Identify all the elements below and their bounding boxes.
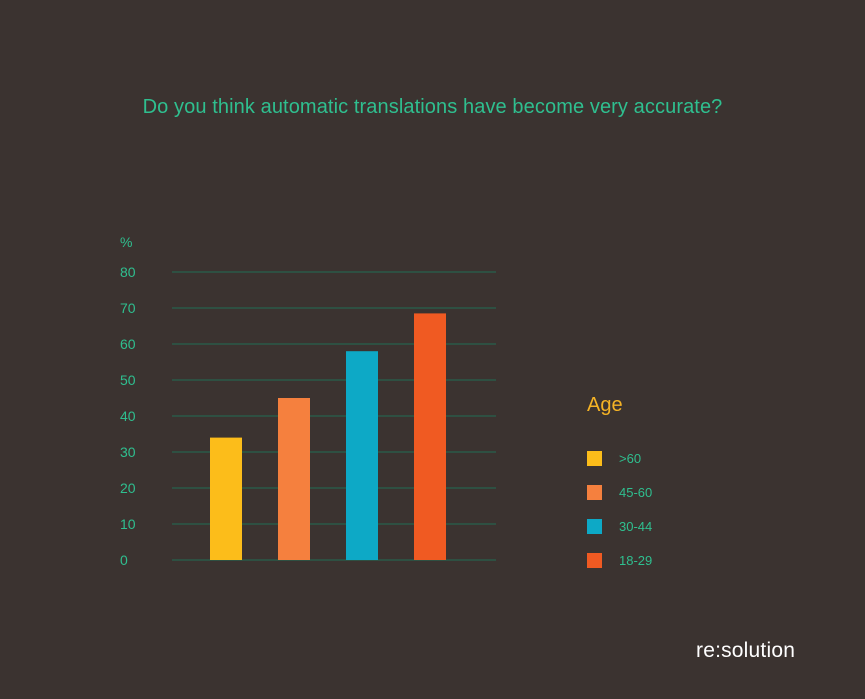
- y-tick-label: 40: [120, 408, 136, 424]
- y-tick-label: 70: [120, 300, 136, 316]
- bar-45-60: [278, 398, 310, 560]
- y-tick-label: 0: [120, 552, 128, 568]
- y-tick-label: 80: [120, 264, 136, 280]
- legend-items: >60 45-60 30-44 18-29: [587, 441, 787, 577]
- y-axis-label: %: [120, 234, 132, 250]
- y-tick-label: 10: [120, 516, 136, 532]
- bar-18-29: [414, 313, 446, 560]
- y-tick-label: 20: [120, 480, 136, 496]
- y-tick-label: 30: [120, 444, 136, 460]
- brand-logo: re:solution: [696, 639, 796, 662]
- y-tick-labels: 0 10 20 30 40 50 60 70 80: [120, 264, 136, 568]
- legend-title: Age: [587, 394, 623, 416]
- legend: Age >60 45-60 30-44 18-29: [587, 394, 787, 577]
- legend-swatch: [587, 450, 602, 466]
- legend-item: 18-29: [587, 543, 787, 577]
- legend-item: 30-44: [587, 509, 787, 543]
- legend-swatch: [587, 518, 602, 534]
- legend-item: 45-60: [587, 475, 787, 509]
- legend-label: >60: [619, 450, 642, 466]
- legend-label: 45-60: [619, 484, 653, 500]
- legend-label: 18-29: [619, 552, 653, 568]
- legend-label: 30-44: [619, 518, 653, 534]
- bars: [210, 313, 446, 560]
- legend-swatch: [587, 552, 602, 568]
- legend-item: >60: [587, 441, 787, 475]
- y-tick-label: 50: [120, 372, 136, 388]
- chart-title: Do you think automatic translations have…: [142, 96, 723, 118]
- legend-swatch: [587, 484, 602, 500]
- y-tick-label: 60: [120, 336, 136, 352]
- bar->60: [210, 437, 242, 560]
- bar-30-44: [346, 351, 378, 560]
